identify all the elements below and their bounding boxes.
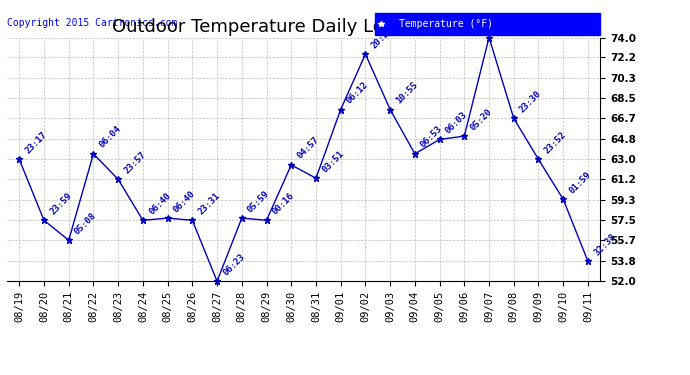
Text: 32:38: 32:38 [592,232,618,257]
Text: Temperature (°F): Temperature (°F) [399,19,493,29]
Text: Copyright 2015 Cartronics.com: Copyright 2015 Cartronics.com [7,18,177,28]
Text: 03:51: 03:51 [320,148,346,174]
Text: 20:28: 20:28 [370,25,395,50]
Text: 06:03: 06:03 [444,110,469,135]
Text: 06:40: 06:40 [147,191,172,216]
Text: 23:30: 23:30 [518,89,543,114]
Text: 05:20: 05:20 [469,106,494,132]
Title: Outdoor Temperature Daily Low 20150912: Outdoor Temperature Daily Low 20150912 [112,18,495,36]
Text: 05:59: 05:59 [246,189,271,214]
Text: 04:57: 04:57 [295,135,321,161]
Text: 06:53: 06:53 [419,124,444,150]
Text: 10:55: 10:55 [394,80,420,105]
Text: 06:23: 06:23 [221,252,246,277]
Text: 06:12: 06:12 [345,80,371,105]
Text: 01: 01 [493,20,507,33]
Text: 23:59: 23:59 [48,191,74,216]
FancyBboxPatch shape [375,13,600,35]
Text: 06:04: 06:04 [97,124,123,150]
Text: 00:16: 00:16 [270,191,296,216]
Text: 23:17: 23:17 [23,130,49,155]
Text: 05:08: 05:08 [73,211,98,236]
Text: 23:31: 23:31 [197,191,222,216]
Text: 06:40: 06:40 [172,189,197,214]
Text: 01:59: 01:59 [567,170,593,195]
Text: 23:57: 23:57 [122,150,148,175]
Text: 23:52: 23:52 [542,130,568,155]
